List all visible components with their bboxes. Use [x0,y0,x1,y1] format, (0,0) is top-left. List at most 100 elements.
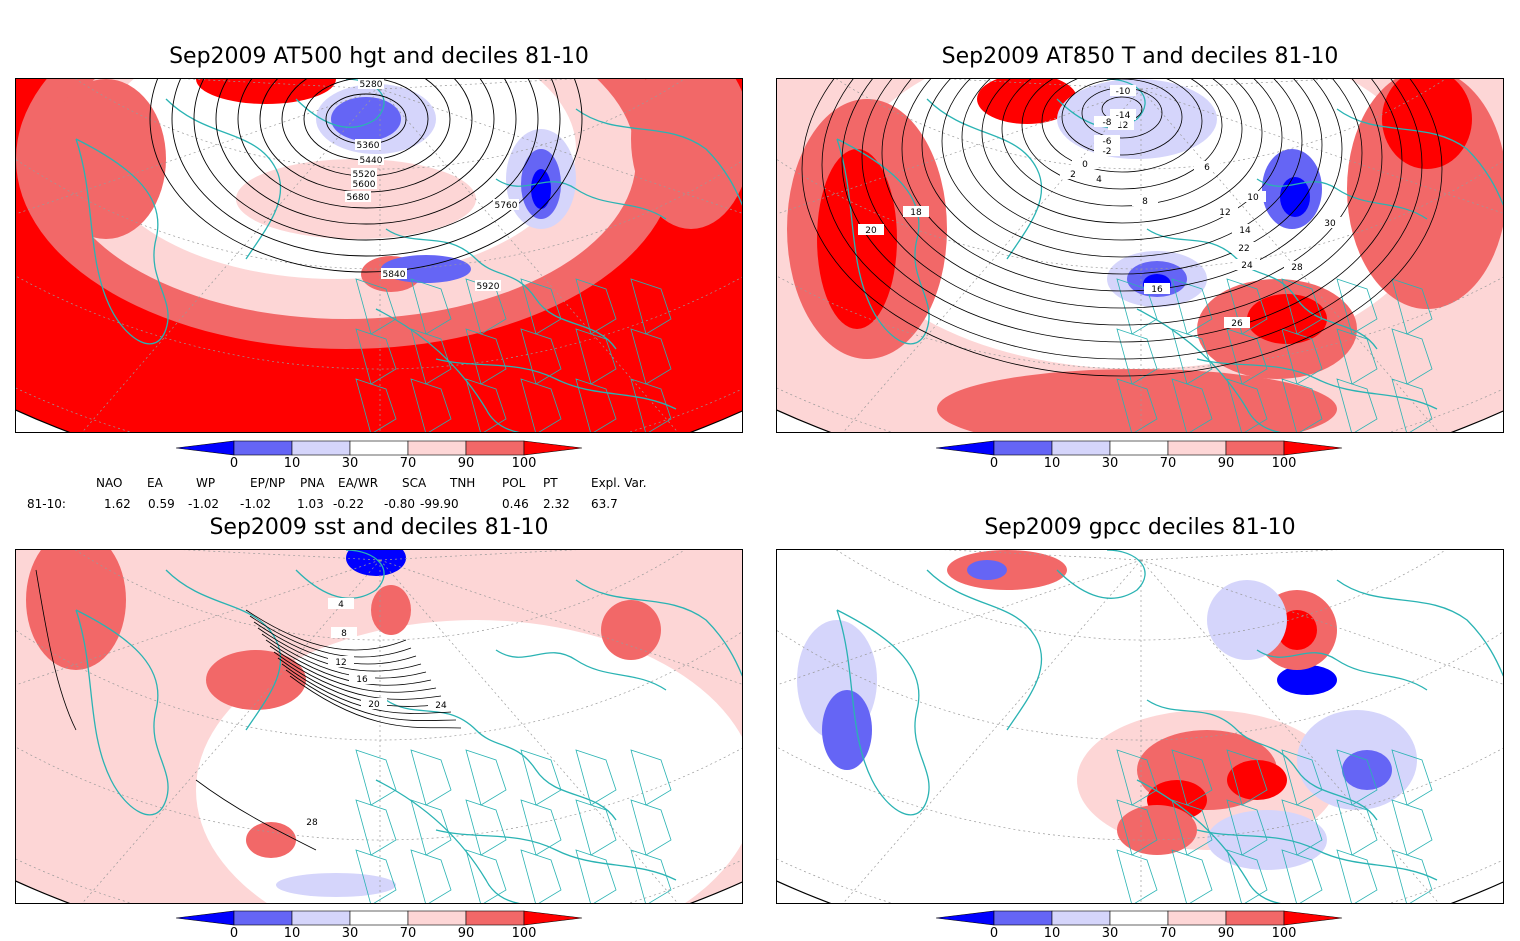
colorbar-box-30_70 [1109,910,1169,926]
contour-label: 5360 [355,139,381,151]
map-hgt: 5280 5360 5440 5520 5600 5680 5760 5840 5920 [15,78,743,433]
value-eawr: -0.22 [333,497,365,511]
contour-label: 5440 [358,154,384,166]
contour-label: 0 [1072,158,1098,170]
colorbar-box-70_90 [1167,440,1227,456]
colorbar-tick-label: 90 [1217,456,1235,471]
map-canvas: -14-12-10-8-6-202 468 10121416182022242628… [777,79,1503,432]
colorbar-box-90_100 [1225,910,1285,926]
borders [1116,749,1433,903]
lat-lon-grid [16,550,742,903]
contour-label: -2 [1094,145,1120,157]
svg-text:12: 12 [1219,208,1230,218]
svg-text:0: 0 [1082,160,1088,170]
contour-label: -14 [1110,109,1136,121]
contour-label: 12 [328,656,354,668]
map-t850: -14 -12 -10 -8 -6 -2 0 2 4 6 8 10 12 14 16 18 20 22 24 26 28… [776,78,1504,433]
colorbar-tick-label: 70 [399,926,417,941]
svg-text:-6: -6 [1103,137,1112,147]
colorbar-arrow-low [175,910,235,926]
contour-label: -8 [1094,116,1120,128]
svg-text:20: 20 [865,226,877,236]
panel-title: Sep2009 AT500 hgt and deciles 81-10 [169,44,589,69]
colorbar-graphic [935,440,1343,456]
value-ea: 0.59 [148,497,175,511]
colorbar-tick-label: 100 [1271,926,1297,941]
colorbar-box-0_10 [993,910,1053,926]
svg-text:2: 2 [1070,170,1076,180]
borders [355,749,672,903]
coastlines [75,550,742,903]
colorbar-box-10_30 [1051,440,1111,456]
value-wp: -1.02 [188,497,220,511]
svg-text:4: 4 [338,600,344,610]
svg-text:-2: -2 [1103,147,1112,157]
contour-label: 26 [1224,317,1250,329]
colorbar-tick-label: 100 [1271,456,1297,471]
colorbar-1: 0 10 30 70 90 100 [175,440,586,476]
panel-title: Sep2009 gpcc deciles 81-10 [984,515,1296,540]
colorbar-box-30_70 [349,440,409,456]
contour-label: 8 [331,627,357,639]
colorbar-arrow-high [1283,910,1343,926]
header-pol: POL [502,476,526,490]
contour-label: 5840 [381,268,407,280]
contour-label: 10 [1240,191,1266,203]
svg-text:5840: 5840 [383,270,406,280]
svg-text:26: 26 [1231,319,1243,329]
value-nao: 1.62 [104,497,131,511]
contour-label: 5680 [345,191,371,203]
colorbar-tick-label: 0 [229,926,239,941]
map-field [16,550,742,903]
colorbar-box-0_10 [233,440,293,456]
header-expl-var: Expl. Var. [591,476,647,490]
svg-text:5520: 5520 [353,170,376,180]
contour-label: 18 [903,206,929,218]
colorbar-box-90_100 [465,440,525,456]
contour-label: 5920 [475,280,501,292]
contour-label: -6 [1094,135,1120,147]
contour-label: 12 [1212,206,1238,218]
svg-text:16: 16 [356,675,368,685]
contour-label: 5280 [358,79,384,90]
header-sca: SCA [402,476,427,490]
colorbar-graphic [175,910,583,926]
colorbar-tick-label: 30 [1101,456,1119,471]
svg-text:6: 6 [1204,163,1210,173]
row-label: 81-10: [27,497,66,511]
contour-label: -10 [1110,85,1136,97]
contour-label: 5520 [351,168,377,180]
colorbar-arrow-high [523,440,583,456]
contour-label: 2 [1060,168,1086,180]
colorbar-tick-label: 90 [1217,926,1235,941]
header-nao: NAO [96,476,123,490]
value-tnh: -99.90 [420,497,459,511]
svg-text:10: 10 [1247,193,1259,203]
colorbar-tick-label: 90 [457,456,475,471]
value-expl-var: 63.7 [591,497,618,511]
colorbar-box-30_70 [1109,440,1169,456]
temperature-contours [801,79,1443,377]
svg-text:-12: -12 [1114,121,1129,131]
header-epnp: EP/NP [250,476,286,490]
value-pt: 2.32 [543,497,570,511]
svg-text:4: 4 [1096,175,1102,185]
svg-text:5760: 5760 [495,201,518,211]
contour-label: 16 [1144,283,1170,295]
colorbar-tick-label: 10 [1043,926,1061,941]
colorbar-box-70_90 [407,440,467,456]
contour-label: 4 [1086,173,1112,185]
colorbar-tick-label: 70 [1159,456,1177,471]
panel-title: Sep2009 AT850 T and deciles 81-10 [941,44,1339,69]
map-field [777,79,1503,432]
colorbar-tick-label: 0 [989,456,999,471]
svg-text:24: 24 [1241,261,1253,271]
header-pna: PNA [300,476,325,490]
coastlines [836,79,1503,432]
colorbar-tick-label: 100 [511,926,537,941]
colorbar-tick-label: 90 [457,926,475,941]
colorbar-tick-label: 0 [989,926,999,941]
svg-text:5600: 5600 [353,180,376,190]
colorbar-2: 0 10 30 70 90 100 [935,440,1346,476]
svg-text:5360: 5360 [357,141,380,151]
